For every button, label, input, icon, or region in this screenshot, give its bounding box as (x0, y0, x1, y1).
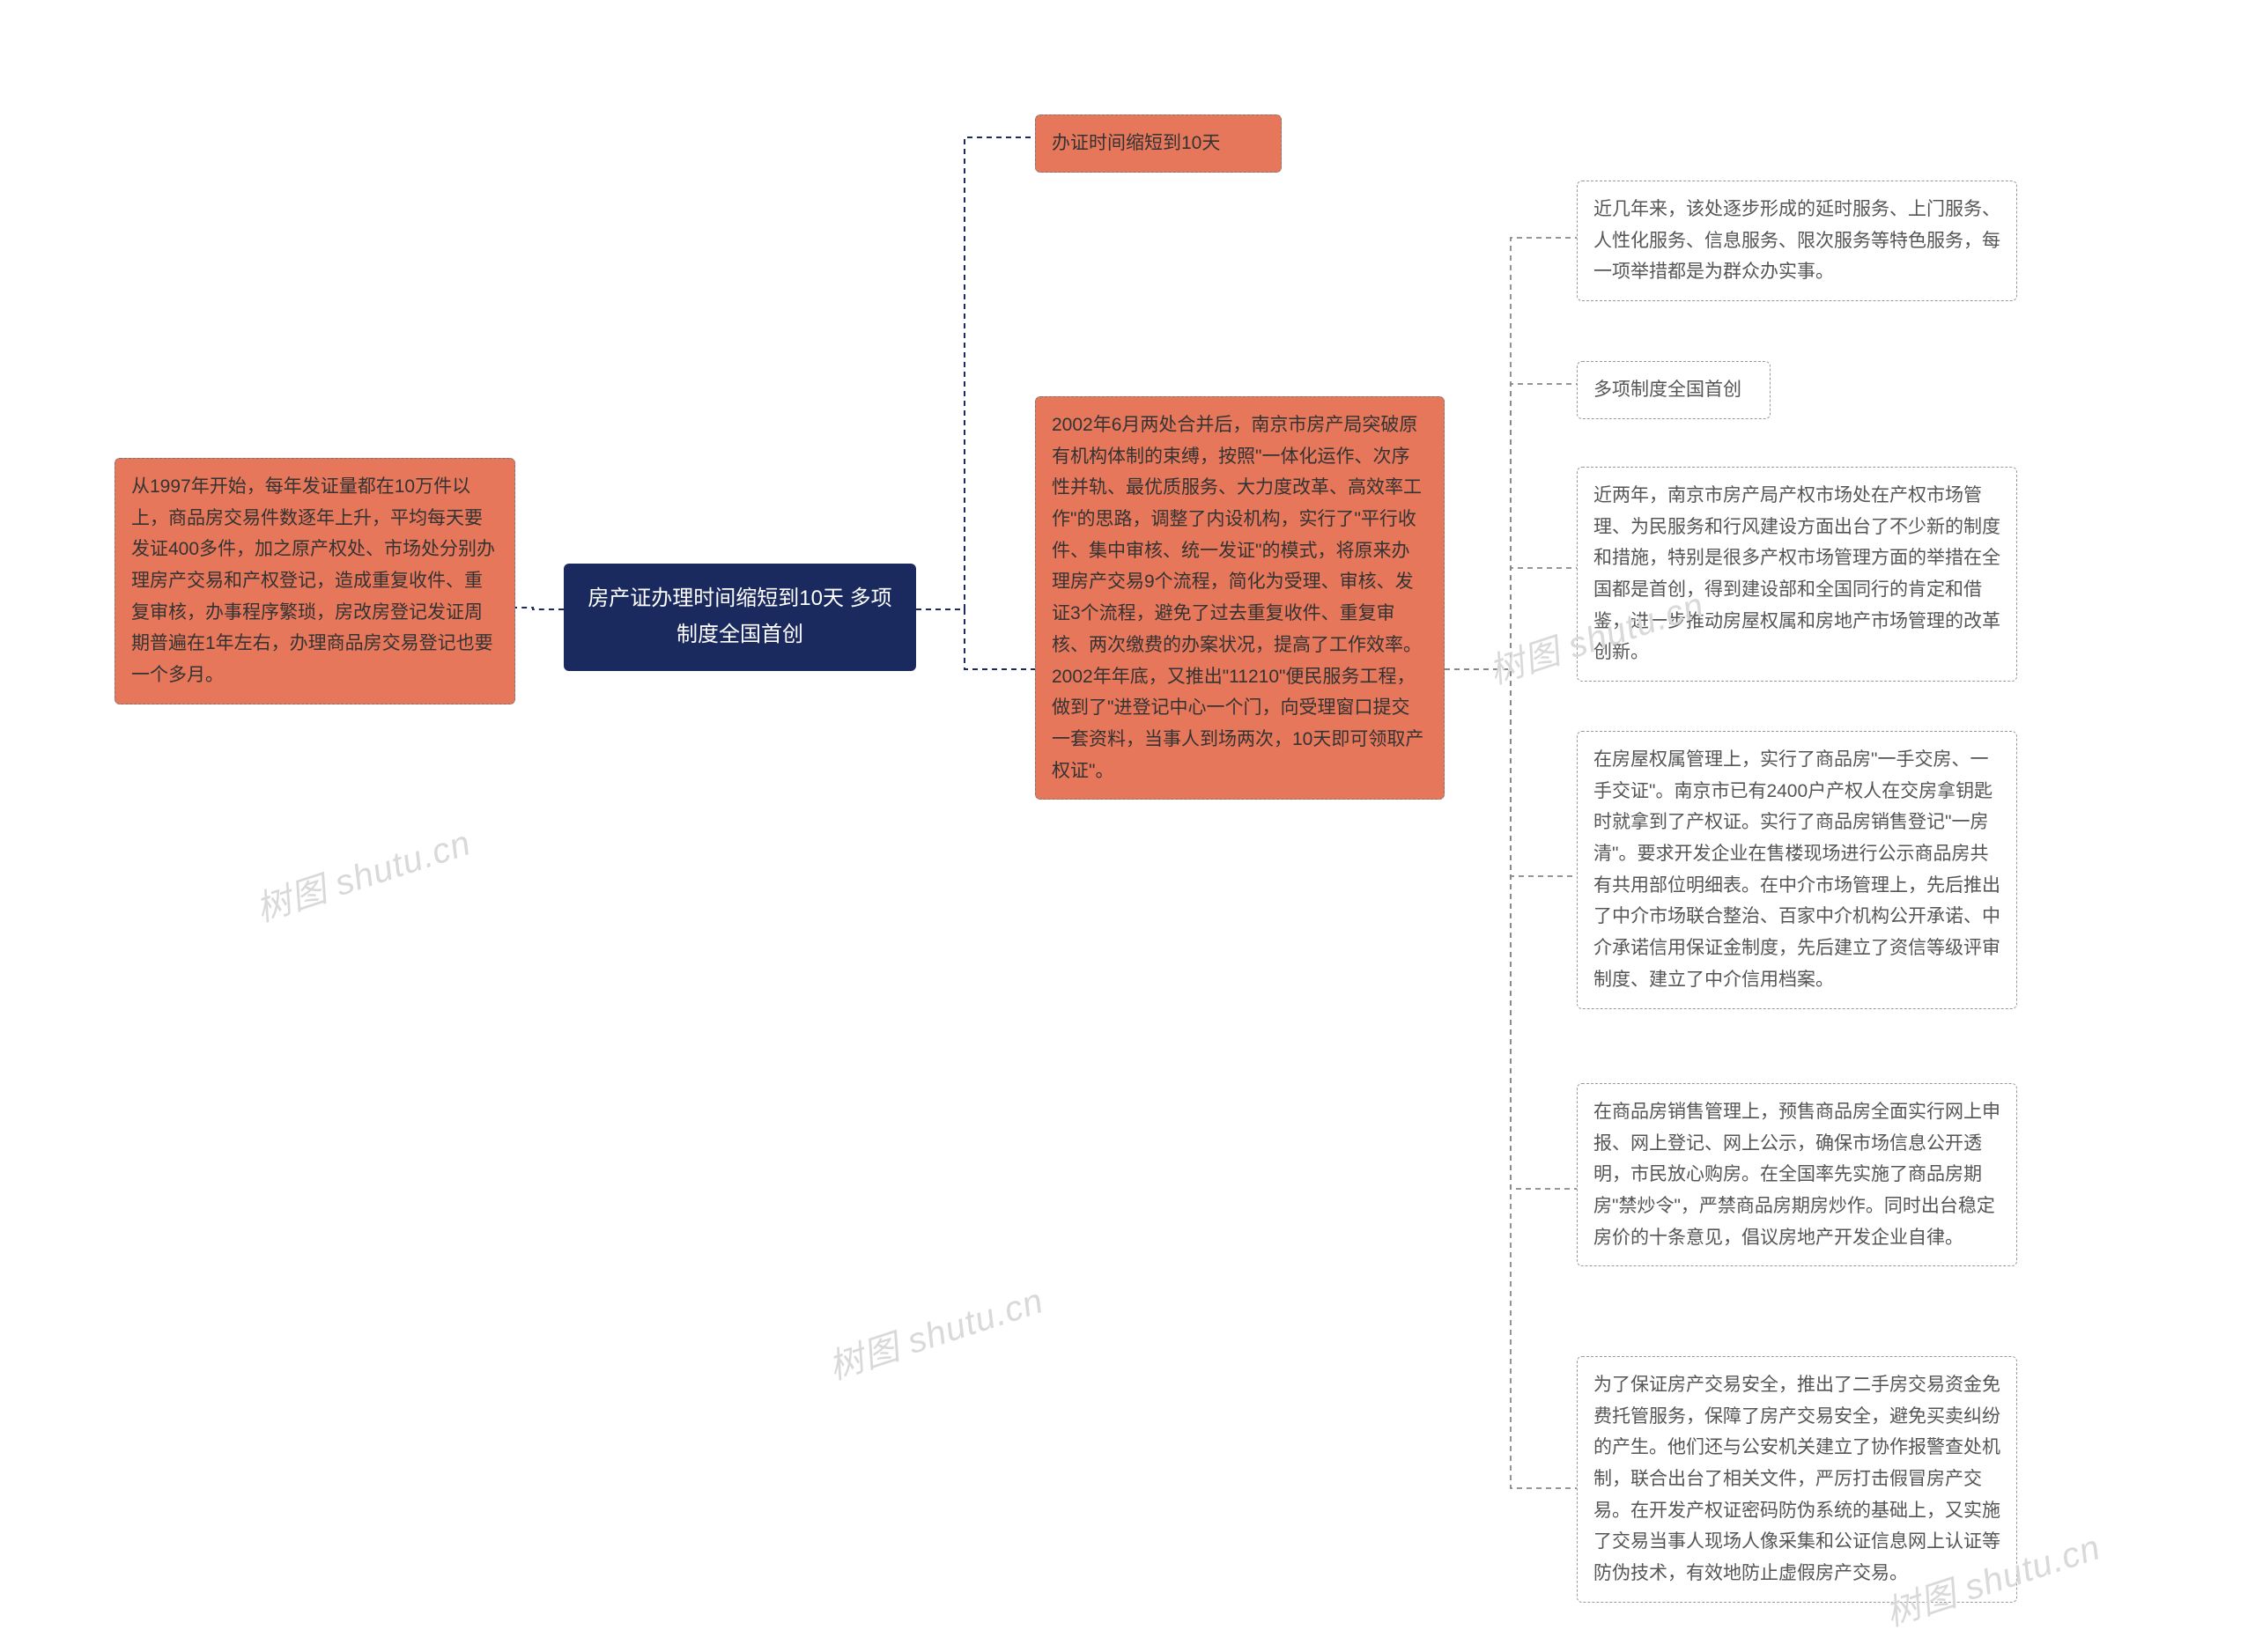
leaf-6-text: 为了保证房产交易安全，推出了二手房交易资金免费托管服务，保障了房产交易安全，避免… (1593, 1375, 2000, 1583)
right-branch-2[interactable]: 2002年6月两处合并后，南京市房产局突破原有机构体制的束缚，按照"一体化运作、… (1035, 396, 1445, 800)
leaf-5-text: 在商品房销售管理上，预售商品房全面实行网上申报、网上登记、网上公示，确保市场信息… (1593, 1102, 2000, 1248)
right-branch-2-text: 2002年6月两处合并后，南京市房产局突破原有机构体制的束缚，按照"一体化运作、… (1052, 415, 1423, 781)
leaf-node-1[interactable]: 近几年来，该处逐步形成的延时服务、上门服务、人性化服务、信息服务、限次服务等特色… (1577, 181, 2017, 301)
root-text: 房产证办理时间缩短到10天 多项制度全国首创 (588, 586, 891, 646)
leaf-node-2[interactable]: 多项制度全国首创 (1577, 361, 1771, 419)
watermark: 树图 shutu.cn (248, 815, 477, 932)
leaf-node-5[interactable]: 在商品房销售管理上，预售商品房全面实行网上申报、网上登记、网上公示，确保市场信息… (1577, 1083, 2017, 1266)
leaf-2-text: 多项制度全国首创 (1593, 380, 1741, 400)
root-node[interactable]: 房产证办理时间缩短到10天 多项制度全国首创 (564, 564, 916, 671)
right-branch-1-text: 办证时间缩短到10天 (1052, 133, 1220, 153)
leaf-3-text: 近两年，南京市房产局产权市场处在产权市场管理、为民服务和行风建设方面出台了不少新… (1593, 485, 2000, 662)
right-branch-1[interactable]: 办证时间缩短到10天 (1035, 114, 1282, 173)
leaf-node-3[interactable]: 近两年，南京市房产局产权市场处在产权市场管理、为民服务和行风建设方面出台了不少新… (1577, 467, 2017, 682)
watermark: 树图 shutu.cn (821, 1272, 1049, 1390)
left-branch-text: 从1997年开始，每年发证量都在10万件以上，商品房交易件数逐年上升，平均每天要… (131, 476, 495, 685)
leaf-node-6[interactable]: 为了保证房产交易安全，推出了二手房交易资金免费托管服务，保障了房产交易安全，避免… (1577, 1356, 2017, 1603)
leaf-4-text: 在房屋权属管理上，实行了商品房"一手交房、一手交证"。南京市已有2400户产权人… (1593, 749, 2000, 990)
left-branch-node[interactable]: 从1997年开始，每年发证量都在10万件以上，商品房交易件数逐年上升，平均每天要… (115, 458, 515, 704)
leaf-node-4[interactable]: 在房屋权属管理上，实行了商品房"一手交房、一手交证"。南京市已有2400户产权人… (1577, 731, 2017, 1009)
leaf-1-text: 近几年来，该处逐步形成的延时服务、上门服务、人性化服务、信息服务、限次服务等特色… (1593, 199, 2000, 282)
